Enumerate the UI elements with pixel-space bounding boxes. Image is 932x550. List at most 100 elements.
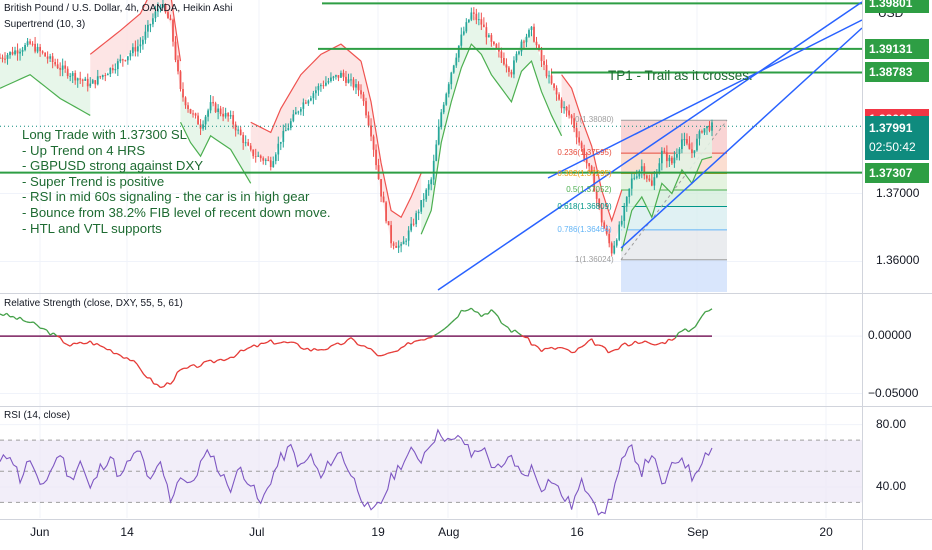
candle-body xyxy=(490,35,493,42)
candle-body xyxy=(184,97,187,106)
candle-body xyxy=(11,51,14,55)
fib-level-label: 0.786(1.36464) xyxy=(557,224,612,234)
chart-title: British Pound / U.S. Dollar, 4h, OANDA, … xyxy=(4,3,233,14)
supertrend-line xyxy=(561,74,623,223)
candle-body xyxy=(538,45,540,51)
candle-body xyxy=(194,113,197,116)
trade-note: Long Trade with 1.37300 SL - Up Trend on… xyxy=(22,127,331,236)
candle-body xyxy=(442,104,445,113)
rs-segment xyxy=(694,320,700,328)
candle-body xyxy=(432,160,435,180)
candle-body xyxy=(259,155,262,159)
candle-body xyxy=(304,102,307,104)
candle-body xyxy=(706,126,708,129)
rs-segment xyxy=(567,349,573,354)
candle-body xyxy=(610,243,613,254)
candle-body xyxy=(380,179,382,197)
fib-level-label: 0.382(1.37295) xyxy=(557,168,612,178)
tp1-label: TP1 - Trail as it crosses. xyxy=(608,68,753,83)
rs-segment xyxy=(487,309,492,315)
candle-body xyxy=(415,213,418,225)
candle-body xyxy=(129,53,132,57)
price-label-box: 1.38783 xyxy=(865,62,929,83)
candle-body xyxy=(299,108,302,112)
rs-segment xyxy=(708,308,713,312)
rs-segment xyxy=(43,328,48,331)
candle-body xyxy=(84,78,87,81)
rs-segment xyxy=(303,347,308,351)
rs-segment xyxy=(444,325,449,330)
rs-segment xyxy=(601,345,606,349)
candle-body xyxy=(578,137,581,143)
candle-body xyxy=(257,155,260,157)
candle-body xyxy=(29,41,31,44)
rs-segment xyxy=(300,347,305,351)
candle-body xyxy=(74,73,77,81)
candle-body xyxy=(673,157,676,164)
candle-body xyxy=(540,50,543,62)
candle-body xyxy=(440,112,443,127)
candle-body xyxy=(676,154,678,158)
candle-body xyxy=(643,166,646,176)
rs-segment xyxy=(340,342,345,346)
candle-body xyxy=(109,68,112,74)
candle-body xyxy=(182,88,184,98)
rs-segment xyxy=(143,373,148,379)
candle-body xyxy=(648,178,651,181)
supertrend-line xyxy=(250,43,362,134)
candle-body xyxy=(81,79,84,81)
candle-body xyxy=(513,60,515,75)
candle-body xyxy=(134,47,137,52)
supertrend-fill xyxy=(421,13,562,235)
candle-body xyxy=(204,116,207,125)
candle-body xyxy=(247,142,250,146)
rs-segment xyxy=(417,339,422,342)
rs-segment xyxy=(2,312,8,317)
pane2-title: Relative Strength (close, DXY, 55, 5, 61… xyxy=(4,298,183,309)
candle-body xyxy=(202,124,204,129)
candle-body xyxy=(487,35,490,38)
candle-body xyxy=(111,68,114,71)
candle-body xyxy=(493,41,495,45)
candle-body xyxy=(116,61,119,70)
price-label-value: 1.38783 xyxy=(869,65,913,80)
candle-body xyxy=(179,71,182,89)
fib-level-label: 0.236(1.37595) xyxy=(557,148,612,158)
candle-body xyxy=(608,233,611,244)
rs-segment xyxy=(213,359,218,364)
rs-segment xyxy=(196,365,201,369)
candle-body xyxy=(550,75,553,84)
candle-body xyxy=(593,172,596,192)
candle-body xyxy=(367,115,370,126)
supertrend-fill xyxy=(250,44,362,163)
rs-segment xyxy=(507,327,512,333)
rs-segment xyxy=(454,316,459,321)
rs-segment xyxy=(226,356,231,360)
candle-body xyxy=(447,84,450,94)
time-axis-tick: Sep xyxy=(687,525,709,539)
rs-segment xyxy=(56,335,61,338)
rs-segment xyxy=(434,332,439,336)
candle-body xyxy=(505,64,508,68)
candle-body xyxy=(227,113,230,117)
rs-segment xyxy=(93,342,98,346)
candle-body xyxy=(217,108,219,113)
price-label-value: 1.39131 xyxy=(869,41,913,56)
rs-segment xyxy=(470,307,476,313)
rs-segment xyxy=(283,341,288,344)
candle-body xyxy=(31,43,34,45)
candle-body xyxy=(598,198,601,208)
rsi-line xyxy=(0,428,713,516)
candle-body xyxy=(1,57,4,59)
rs-segment xyxy=(634,340,639,345)
rs-segment xyxy=(353,340,359,346)
trend-line-channel xyxy=(620,27,863,249)
indicator-label: Supertrend (10, 3) xyxy=(4,19,86,30)
candle-body xyxy=(555,87,558,95)
candle-body xyxy=(645,175,648,179)
rs-segment xyxy=(180,367,185,371)
candle-body xyxy=(154,11,157,19)
rs-segment xyxy=(698,315,703,322)
rs-segment xyxy=(564,348,569,351)
